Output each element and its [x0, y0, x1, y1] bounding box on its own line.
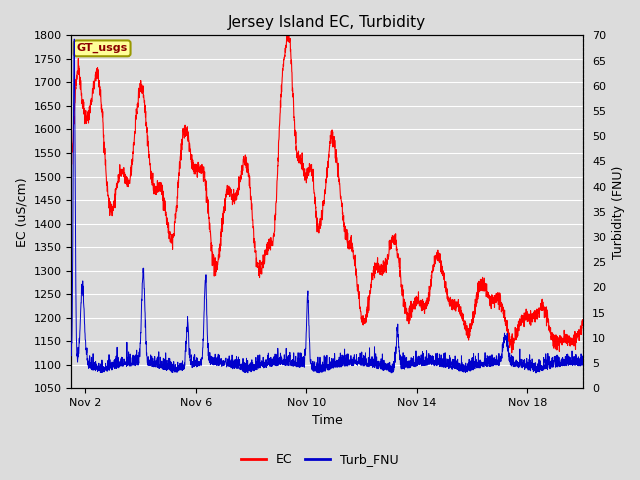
Turb_FNU	[322, 367, 330, 372]
Y-axis label: Turbidity (FNU): Turbidity (FNU)	[612, 165, 625, 259]
EC	[386, 247, 394, 252]
Turb_FNU	[102, 366, 109, 372]
Turb_FNU	[579, 353, 586, 359]
Turb_FNU	[54, 361, 61, 367]
EC	[451, 297, 458, 303]
Turb_FNU	[531, 366, 539, 372]
Turb_FNU	[70, 36, 78, 42]
EC	[102, 157, 109, 163]
EC	[508, 350, 516, 356]
Turb_FNU	[386, 365, 394, 371]
Line: Turb_FNU: Turb_FNU	[58, 39, 582, 373]
EC	[532, 308, 540, 314]
EC	[284, 33, 291, 38]
X-axis label: Time: Time	[312, 414, 342, 427]
EC	[579, 317, 586, 323]
EC	[325, 149, 333, 155]
Turb_FNU	[451, 364, 458, 370]
Line: EC: EC	[58, 36, 582, 353]
Title: Jersey Island EC, Turbidity: Jersey Island EC, Turbidity	[228, 15, 426, 30]
EC	[322, 183, 330, 189]
Legend: EC, Turb_FNU: EC, Turb_FNU	[236, 448, 404, 471]
Turb_FNU	[325, 363, 333, 369]
EC	[54, 108, 61, 114]
Text: GT_usgs: GT_usgs	[77, 43, 128, 53]
Turb_FNU	[532, 370, 540, 376]
Y-axis label: EC (uS/cm): EC (uS/cm)	[15, 177, 28, 247]
